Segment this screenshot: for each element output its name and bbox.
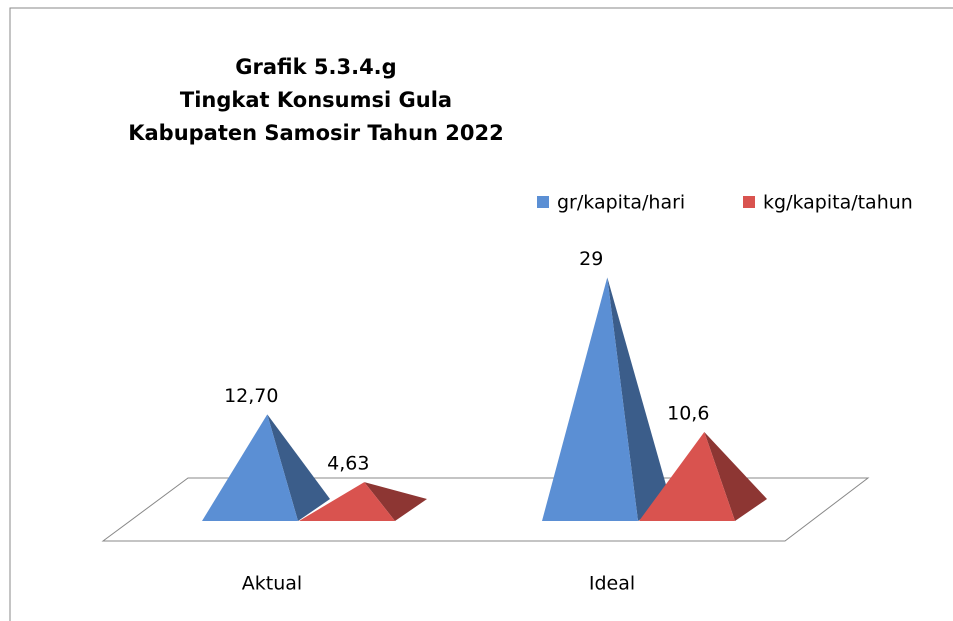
chart-title: Tingkat Konsumsi Gula — [180, 88, 452, 112]
pyramid-front — [299, 482, 395, 521]
pyramid-front — [639, 431, 735, 521]
pyramid — [542, 277, 670, 521]
data-label: 12,70 — [224, 385, 278, 407]
data-label: 4,63 — [327, 453, 369, 475]
pyramid-side — [704, 431, 767, 521]
pyramid-front — [202, 414, 298, 521]
data-label: 29 — [579, 248, 603, 270]
legend-swatch — [743, 196, 755, 208]
data-label: 10,6 — [667, 402, 709, 424]
pyramid — [299, 482, 427, 521]
pyramid — [639, 431, 767, 521]
chart-title: Kabupaten Samosir Tahun 2022 — [128, 121, 504, 145]
x-tick-label: Ideal — [589, 573, 635, 595]
chart-title: Grafik 5.3.4.g — [235, 55, 396, 79]
legend-label: kg/kapita/tahun — [763, 192, 913, 214]
x-tick-label: Aktual — [242, 573, 302, 595]
legend-swatch — [537, 196, 549, 208]
pyramid-side — [267, 414, 330, 521]
pyramid-front — [542, 277, 638, 521]
pyramid-side — [607, 277, 670, 521]
pyramid-side — [364, 482, 427, 521]
pyramid — [202, 414, 330, 521]
legend-label: gr/kapita/hari — [557, 192, 685, 214]
